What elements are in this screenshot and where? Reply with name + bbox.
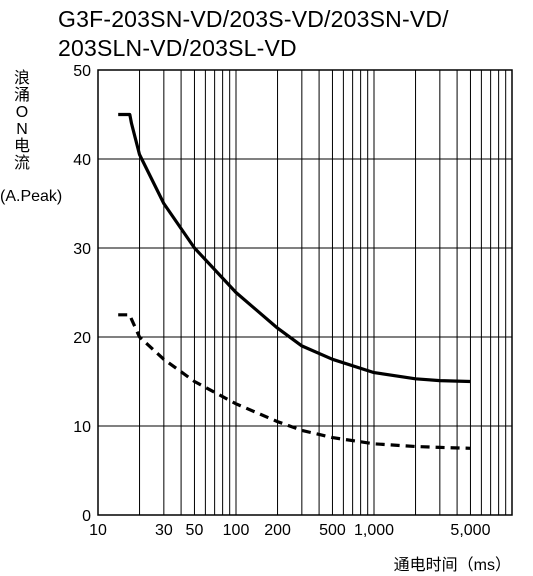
chart-title: G3F-203SN-VD/203S-VD/203SN-VD/ 203SLN-VD… bbox=[58, 5, 449, 63]
x-tick-label: 1,000 bbox=[354, 522, 394, 539]
y-axis-label: 浪 涌 O N 电 流 bbox=[9, 70, 35, 172]
x-tick-label: 30 bbox=[155, 522, 173, 539]
x-tick-label: 200 bbox=[264, 522, 291, 539]
x-tick-label: 500 bbox=[319, 522, 346, 539]
y-axis-unit: (A.Peak) bbox=[0, 188, 63, 205]
y-axis-label-char: O bbox=[15, 104, 29, 121]
chart-title-line-1: G3F-203SN-VD/203S-VD/203SN-VD/ bbox=[58, 6, 449, 32]
y-axis-label-char: N bbox=[16, 121, 28, 138]
x-tick-label: 5,000 bbox=[450, 522, 490, 539]
y-tick-label: 30 bbox=[73, 241, 91, 258]
plot-frame bbox=[97, 69, 513, 516]
y-tick-label: 20 bbox=[73, 330, 91, 347]
x-axis-label: 通电时间（ms） bbox=[393, 557, 511, 574]
series-line-solid bbox=[118, 112, 471, 384]
y-axis-label-char: 浪 bbox=[13, 70, 30, 87]
x-tick-label: 10 bbox=[89, 522, 107, 539]
x-tick-label: 50 bbox=[186, 522, 204, 539]
chart-title-line-2: 203SLN-VD/203SL-VD bbox=[58, 35, 297, 61]
y-axis-label-char: 流 bbox=[13, 155, 30, 172]
series-line-dashed bbox=[118, 313, 471, 450]
y-tick-label: 40 bbox=[73, 152, 91, 169]
y-tick-label: 0 bbox=[82, 508, 91, 525]
y-axis-label-char: 涌 bbox=[13, 87, 30, 104]
y-tick-label: 50 bbox=[73, 63, 91, 80]
x-tick-labels: 10 30 50 100 200 500 1,000 5,000 bbox=[89, 522, 490, 539]
series-group bbox=[118, 112, 471, 450]
y-axis-label-char: 电 bbox=[13, 138, 30, 155]
y-tick-label: 10 bbox=[73, 419, 91, 436]
y-tick-labels: 0 10 20 30 40 50 bbox=[73, 63, 91, 525]
x-tick-label: 100 bbox=[223, 522, 250, 539]
grid-lines bbox=[98, 70, 512, 515]
